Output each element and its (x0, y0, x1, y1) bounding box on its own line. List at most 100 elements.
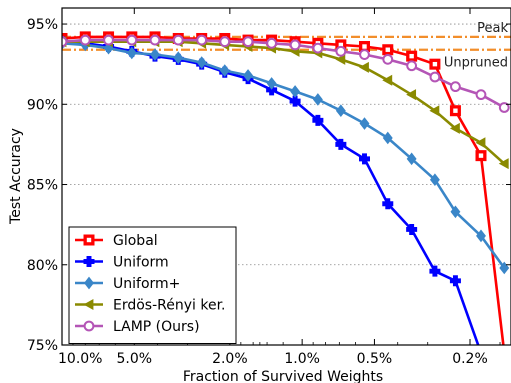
legend-entry: Erdös-Rényi ker. (75, 298, 226, 314)
data-point (450, 205, 461, 219)
data-point (382, 131, 393, 145)
data-point (84, 276, 94, 290)
reference-labels: Peak Unpruned (444, 21, 509, 71)
data-point (335, 104, 346, 118)
data-point (429, 173, 440, 187)
data-point (196, 34, 208, 46)
data-point (359, 49, 370, 60)
data-point (498, 102, 510, 113)
legend-box (68, 226, 237, 344)
data-point (406, 89, 417, 101)
legend-entry: Global (75, 233, 158, 249)
data-point (475, 150, 487, 162)
data-point (359, 41, 371, 53)
data-point (476, 229, 486, 243)
data-point (242, 36, 254, 48)
data-point (382, 44, 394, 56)
data-point (79, 34, 91, 46)
y-tick-label: 80% (27, 258, 58, 274)
legend-entry: LAMP (Ours) (75, 319, 200, 335)
legend-entry: Uniform (75, 255, 169, 271)
reference-label: Peak (477, 21, 508, 36)
data-point (83, 234, 95, 246)
series-uniform (62, 36, 510, 275)
data-point (126, 46, 137, 60)
x-tick-label: 5.0% (117, 351, 153, 367)
data-point (359, 61, 369, 73)
reference-label: Unpruned (444, 56, 508, 71)
data-point-center (385, 47, 390, 52)
legend-label: Erdös-Rényi ker. (113, 298, 226, 314)
data-point (172, 34, 184, 46)
data-point (429, 265, 441, 277)
x-tick-label: 0.5% (357, 351, 393, 367)
data-point (219, 36, 231, 48)
data-point (196, 56, 207, 69)
data-point (382, 74, 393, 86)
data-point (449, 122, 460, 134)
data-point (359, 153, 371, 165)
data-point-center (453, 108, 458, 113)
x-axis-label: Fraction of Survived Weights (183, 369, 383, 383)
data-point (290, 85, 301, 98)
data-point (382, 53, 394, 65)
data-point (475, 137, 486, 149)
data-point (266, 77, 277, 90)
data-point (406, 60, 418, 72)
x-tick-label: 1.0% (284, 351, 320, 367)
x-tick-label: 0.2% (452, 351, 488, 367)
data-point-center (362, 44, 367, 49)
legend-label: Uniform (113, 255, 169, 271)
data-point (173, 51, 184, 65)
data-point (312, 114, 324, 126)
data-point (359, 117, 370, 130)
data-point (382, 198, 394, 210)
data-point (62, 36, 68, 48)
legend-label: Global (113, 233, 158, 249)
data-point (243, 69, 253, 82)
data-point (83, 299, 94, 310)
data-point (429, 105, 440, 117)
grid (62, 23, 511, 266)
data-point-center (432, 61, 438, 67)
data-point (219, 64, 230, 77)
data-point (150, 48, 160, 61)
data-point (335, 53, 346, 65)
data-point (406, 50, 418, 62)
data-point (149, 34, 161, 46)
y-tick-label: 95% (27, 17, 58, 33)
legend-label: Uniform+ (113, 276, 180, 292)
data-point (126, 34, 138, 46)
data-point-center (338, 42, 344, 48)
x-tick-label: 2.0% (212, 351, 248, 367)
y-tick-label: 90% (27, 97, 58, 113)
data-point (103, 41, 114, 55)
legend-entry: Uniform+ (75, 276, 180, 292)
legend-label: LAMP (Ours) (113, 319, 200, 335)
data-point (289, 39, 301, 51)
data-point (498, 158, 509, 170)
data-point (429, 71, 441, 83)
data-point (312, 42, 324, 54)
data-point (406, 152, 417, 166)
y-axis-label: Test Accuracy (8, 128, 24, 225)
data-point-center (478, 153, 484, 158)
series-lamp-ours (62, 34, 510, 113)
plot-frame (61, 7, 511, 346)
data-point-center (86, 237, 92, 243)
data-point (335, 45, 347, 57)
data-point (266, 37, 278, 49)
data-point (449, 105, 461, 117)
data-point (83, 320, 95, 332)
data-point (449, 275, 461, 287)
axes: 75% 80% 85% 90% 95% 10.0% 5.0% 2.0% 1.0% 0.5% 0.2% (27, 8, 511, 367)
data-point (312, 93, 323, 106)
data-point (335, 138, 347, 150)
data-point (475, 89, 487, 101)
data-point (429, 58, 441, 70)
x-tick-label: 10.0% (58, 351, 102, 367)
data-point (103, 34, 114, 46)
data-point (450, 81, 461, 93)
data-point (266, 84, 278, 96)
